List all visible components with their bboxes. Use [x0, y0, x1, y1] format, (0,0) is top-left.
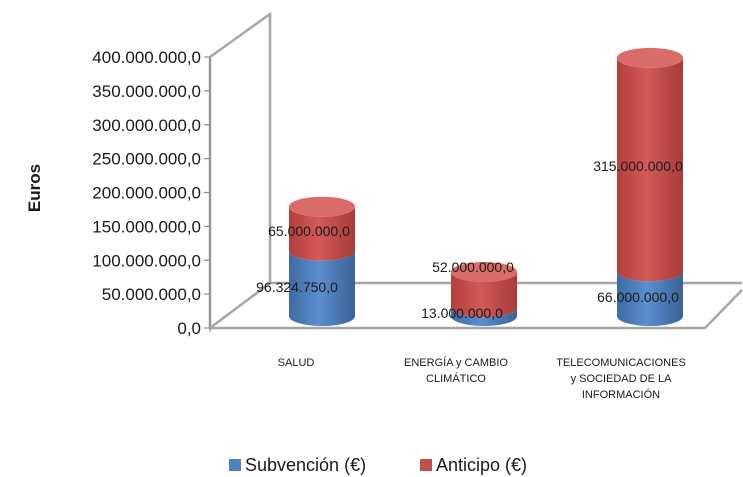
cylinder-subvencion-2: [617, 271, 683, 326]
cylinder-subvencion-0-body: [289, 250, 355, 326]
cylinder-subvencion-1-body: [451, 307, 517, 326]
category-labels: SALUD ENERGÍA y CAMBIO CLIMÁTICO TELECOMUNI…: [278, 356, 686, 401]
chart-floor: [209, 282, 743, 330]
y-tick-label: 400.000.000,0: [92, 48, 201, 67]
cylinder-anticipo-0: [289, 196, 355, 261]
bars: [289, 47, 683, 326]
data-label-anticipo-2: 315.000.000,0: [593, 158, 683, 174]
cylinder-anticipo-2: [617, 47, 683, 282]
cylinder-anticipo-1-body: [451, 271, 517, 318]
category-label-2: TELECOMUNICACIONES y SOCIEDAD DE LA INFORM…: [556, 357, 686, 401]
legend-swatch-anticipo: [420, 459, 432, 471]
y-tick-label: 50.000.000,0: [102, 285, 201, 304]
legend: Subvención (€) Anticipo (€): [229, 455, 527, 475]
y-tick-label: 350.000.000,0: [92, 82, 201, 101]
legend-swatch-subvencion: [229, 459, 241, 471]
cylinder-subvencion-2-body: [617, 271, 683, 326]
data-label-subvencion-2: 66.000.000,0: [597, 289, 679, 305]
cylinder-top-cap-1: [451, 261, 517, 282]
y-tick-label: 150.000.000,0: [92, 217, 201, 236]
cylinder-anticipo-1: [451, 261, 517, 318]
category-label-1: ENERGÍA y CAMBIO CLIMÁTICO: [404, 356, 508, 385]
y-axis-label: Euros: [25, 164, 44, 212]
y-axis-ticks: 0,0 50.000.000,0 100.000.000,0 150.000.000,…: [92, 48, 210, 338]
data-label-subvencion-1: 13.000.000,0: [421, 305, 503, 321]
data-label-anticipo-1: 52.000.000,0: [432, 259, 514, 275]
data-labels: 96.324.750,0 65.000.000,0 13.000.000,0 52.0…: [256, 158, 683, 321]
legend-label-anticipo: Anticipo (€): [436, 455, 527, 475]
cylinder-subvencion-1: [451, 307, 517, 326]
y-tick-label: 100.000.000,0: [92, 251, 201, 270]
cylinder-anticipo-0-body: [289, 206, 355, 261]
y-tick-label: 300.000.000,0: [92, 116, 201, 135]
data-label-subvencion-0: 96.324.750,0: [256, 279, 338, 295]
category-label-0: SALUD: [278, 357, 315, 369]
y-tick-label: 250.000.000,0: [92, 150, 201, 169]
cylinder-top-cap-0: [289, 196, 355, 217]
cylinder-anticipo-2-body: [617, 57, 683, 282]
cylinder-top-cap-2: [617, 47, 683, 68]
data-label-anticipo-0: 65.000.000,0: [268, 223, 350, 239]
y-tick-label: 200.000.000,0: [92, 184, 201, 203]
legend-label-subvencion: Subvención (€): [245, 455, 366, 475]
y-tick-label: 0,0: [177, 319, 201, 338]
cylinder-subvencion-0: [289, 250, 355, 326]
